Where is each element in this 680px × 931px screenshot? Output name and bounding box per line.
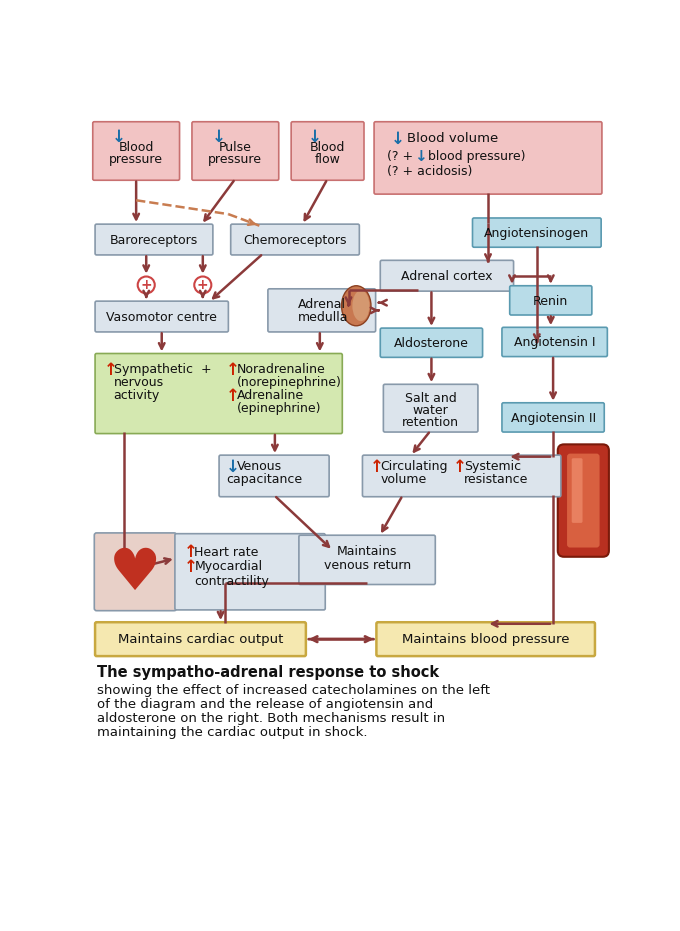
Text: ↑: ↑	[184, 543, 197, 561]
FancyBboxPatch shape	[502, 328, 607, 357]
FancyBboxPatch shape	[231, 224, 359, 255]
Text: Blood: Blood	[310, 142, 345, 155]
Text: pressure: pressure	[109, 153, 163, 166]
Text: ↓: ↓	[226, 458, 240, 476]
FancyBboxPatch shape	[510, 286, 592, 315]
Text: Renin: Renin	[533, 294, 568, 307]
FancyBboxPatch shape	[380, 261, 513, 291]
FancyBboxPatch shape	[95, 301, 228, 332]
Text: ↑: ↑	[453, 458, 467, 476]
Text: Vasomotor centre: Vasomotor centre	[106, 311, 217, 324]
Text: ↑: ↑	[226, 387, 240, 405]
Text: nervous: nervous	[114, 376, 164, 389]
Text: Angiotensin II: Angiotensin II	[511, 412, 596, 425]
Text: Blood: Blood	[118, 142, 154, 155]
Text: Adrenal cortex: Adrenal cortex	[401, 270, 493, 283]
FancyBboxPatch shape	[380, 328, 483, 358]
FancyBboxPatch shape	[175, 533, 325, 610]
Text: Angiotensin I: Angiotensin I	[514, 336, 596, 349]
Text: maintaining the cardiac output in shock.: maintaining the cardiac output in shock.	[97, 726, 367, 739]
Text: Maintains cardiac output: Maintains cardiac output	[118, 633, 283, 646]
Text: Adrenal: Adrenal	[298, 298, 346, 311]
Text: Baroreceptors: Baroreceptors	[110, 234, 198, 247]
FancyBboxPatch shape	[95, 533, 176, 611]
Text: ↓: ↓	[112, 128, 126, 146]
Text: ↓: ↓	[211, 128, 225, 146]
Text: Chemoreceptors: Chemoreceptors	[243, 234, 347, 247]
Text: ↑: ↑	[369, 458, 384, 476]
FancyBboxPatch shape	[558, 444, 609, 557]
Text: Noradrenaline: Noradrenaline	[237, 363, 326, 376]
Text: ↑: ↑	[226, 360, 240, 379]
FancyBboxPatch shape	[192, 122, 279, 181]
Text: Heart rate: Heart rate	[194, 546, 258, 559]
FancyBboxPatch shape	[567, 453, 600, 547]
Text: Maintains blood pressure: Maintains blood pressure	[402, 633, 569, 646]
Text: Myocardial: Myocardial	[194, 560, 262, 573]
Text: Angiotensinogen: Angiotensinogen	[484, 227, 590, 240]
Text: volume: volume	[380, 473, 426, 485]
FancyBboxPatch shape	[95, 622, 306, 656]
Text: Circulating: Circulating	[380, 460, 447, 473]
FancyBboxPatch shape	[299, 535, 435, 585]
Text: ↑: ↑	[184, 558, 197, 575]
Text: Adrenaline: Adrenaline	[237, 389, 304, 402]
Text: +: +	[140, 278, 152, 292]
Text: Maintains: Maintains	[337, 545, 397, 558]
FancyBboxPatch shape	[362, 455, 561, 497]
Circle shape	[137, 277, 155, 293]
Text: aldosterone on the right. Both mechanisms result in: aldosterone on the right. Both mechanism…	[97, 712, 445, 725]
Text: Systemic: Systemic	[464, 460, 521, 473]
Text: capacitance: capacitance	[226, 473, 302, 485]
FancyBboxPatch shape	[95, 354, 342, 434]
FancyBboxPatch shape	[268, 289, 375, 332]
FancyBboxPatch shape	[92, 122, 180, 181]
Text: +: +	[197, 278, 209, 292]
Text: water: water	[413, 404, 449, 417]
Text: Blood volume: Blood volume	[407, 132, 498, 145]
FancyBboxPatch shape	[473, 218, 601, 248]
Text: Salt and: Salt and	[405, 392, 456, 405]
Text: Sympathetic  +: Sympathetic +	[114, 363, 211, 376]
FancyBboxPatch shape	[572, 458, 583, 523]
Text: Venous: Venous	[237, 460, 282, 473]
Text: (? + acidosis): (? + acidosis)	[387, 166, 473, 178]
FancyBboxPatch shape	[384, 385, 478, 432]
Ellipse shape	[341, 286, 371, 326]
Text: medulla: medulla	[298, 311, 349, 324]
Text: blood pressure): blood pressure)	[424, 150, 525, 163]
Text: ↓: ↓	[391, 129, 405, 148]
Text: of the diagram and the release of angiotensin and: of the diagram and the release of angiot…	[97, 698, 433, 711]
Text: (? +: (? +	[387, 150, 418, 163]
FancyBboxPatch shape	[502, 403, 605, 432]
FancyBboxPatch shape	[374, 122, 602, 194]
Text: activity: activity	[114, 389, 160, 402]
Text: ↑: ↑	[103, 360, 118, 379]
Text: venous return: venous return	[324, 559, 411, 572]
Circle shape	[194, 277, 211, 293]
FancyBboxPatch shape	[377, 622, 595, 656]
Text: flow: flow	[315, 153, 341, 166]
Text: ↓: ↓	[413, 149, 426, 164]
Text: Aldosterone: Aldosterone	[394, 337, 469, 350]
Ellipse shape	[352, 290, 369, 321]
Text: Pulse: Pulse	[219, 142, 252, 155]
FancyBboxPatch shape	[219, 455, 329, 497]
Text: ♥: ♥	[109, 546, 162, 602]
Text: ↓: ↓	[308, 128, 322, 146]
Text: pressure: pressure	[208, 153, 262, 166]
FancyBboxPatch shape	[95, 224, 213, 255]
Text: retention: retention	[402, 416, 459, 429]
Text: resistance: resistance	[464, 473, 528, 485]
FancyBboxPatch shape	[291, 122, 364, 181]
Text: The sympatho-adrenal response to shock: The sympatho-adrenal response to shock	[97, 665, 439, 680]
Text: (epinephrine): (epinephrine)	[237, 402, 322, 415]
Text: showing the effect of increased catecholamines on the left: showing the effect of increased catechol…	[97, 684, 490, 697]
Text: contractility: contractility	[194, 575, 269, 587]
Text: (norepinephrine): (norepinephrine)	[237, 376, 342, 389]
